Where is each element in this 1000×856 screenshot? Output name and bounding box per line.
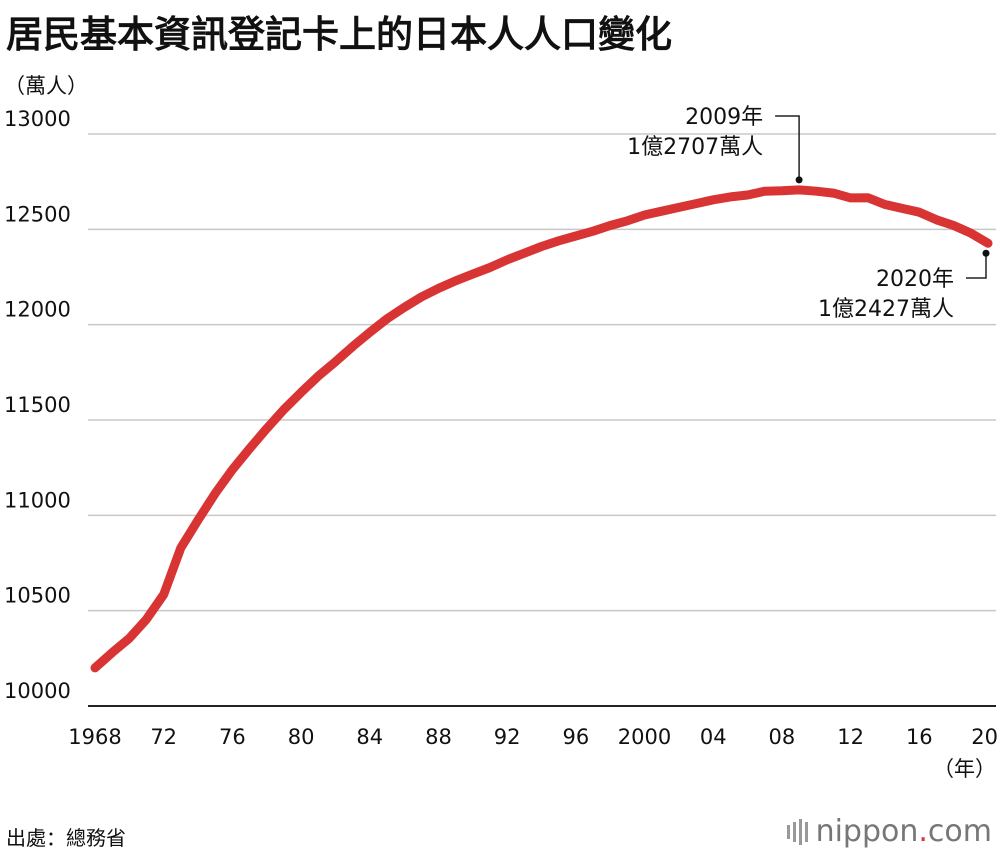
logo-suffix: com: [927, 814, 992, 849]
population-series-line: [90, 185, 993, 673]
x-tick-label: 84: [356, 725, 383, 749]
population-line-chart: 10000 10500 11000 11500 12000 12500 13000 1968…: [4, 105, 998, 781]
x-tick-label: 92: [494, 725, 521, 749]
logo-bars-icon: [786, 818, 808, 845]
x-tick-label: 1968: [68, 725, 121, 749]
x-tick-label: 96: [562, 725, 589, 749]
y-tick-label: 10000: [4, 679, 71, 703]
x-tick-label: 08: [769, 725, 796, 749]
x-tick-label: 80: [288, 725, 315, 749]
x-tick-label: 2000: [618, 725, 671, 749]
latest-leader-line: [966, 253, 987, 279]
x-tick-label: 76: [219, 725, 246, 749]
latest-marker: [982, 249, 990, 257]
peak-leader-line: [775, 115, 800, 180]
x-tick-label: 16: [906, 725, 933, 749]
x-tick-label: 88: [425, 725, 452, 749]
logo-name: nippon: [815, 814, 919, 849]
y-tick-label: 10500: [4, 584, 71, 608]
x-tick-label: 72: [150, 725, 177, 749]
latest-value-label: 1億2427萬人: [818, 297, 954, 322]
y-axis-unit: （萬人）: [4, 74, 88, 98]
logo-dot: .: [918, 814, 928, 849]
x-tick-label: 04: [700, 725, 727, 749]
x-tick-label: 20: [971, 725, 998, 749]
latest-year-label: 2020年: [876, 267, 954, 292]
y-tick-label: 12000: [4, 298, 71, 322]
peak-value-label: 1億2707萬人: [627, 135, 763, 160]
y-tick-label: 11000: [4, 488, 71, 512]
chart-title: 居民基本資訊登記卡上的日本人人口變化: [6, 13, 672, 56]
y-tick-label: 11500: [4, 393, 71, 417]
y-tick-label: 12500: [4, 202, 71, 226]
x-axis-unit: （年）: [933, 757, 996, 781]
y-tick-label: 13000: [4, 107, 71, 131]
peak-year-label: 2009年: [685, 105, 763, 130]
peak-marker: [795, 176, 803, 184]
x-tick-label: 12: [837, 725, 864, 749]
nippon-logo[interactable]: nippon. com: [786, 814, 992, 849]
source-note: 出處：總務省: [6, 826, 126, 850]
